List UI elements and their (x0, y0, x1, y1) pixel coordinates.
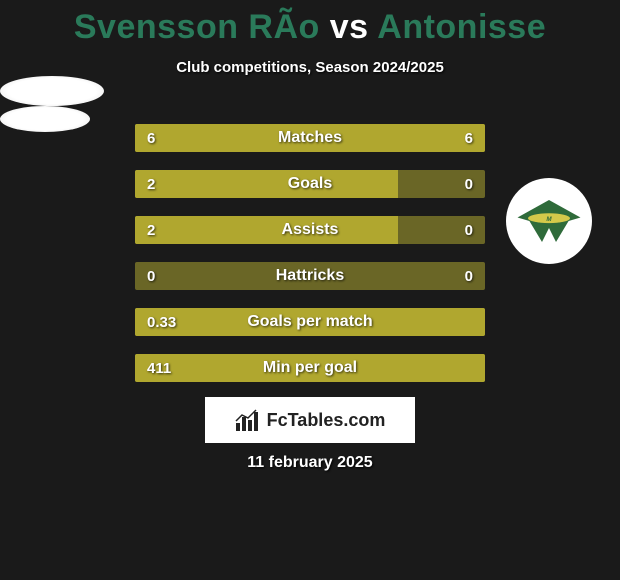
stat-row: Min per goal411 (135, 354, 485, 382)
date-label: 11 february 2025 (0, 454, 620, 472)
club-badge-icon: M (514, 191, 584, 251)
player1-name: Svensson RÃo (74, 8, 320, 46)
stat-value-right: 0 (465, 170, 473, 198)
stat-value-left: 0.33 (147, 308, 176, 336)
stat-value-right: 0 (465, 216, 473, 244)
stat-label: Goals (135, 170, 485, 198)
stat-row: Goals per match0.33 (135, 308, 485, 336)
stat-value-left: 2 (147, 170, 155, 198)
vs-text: vs (320, 8, 377, 46)
stat-label: Goals per match (135, 308, 485, 336)
player1-avatar-placeholder (0, 76, 104, 106)
stat-row: Assists2 0 (135, 216, 485, 244)
stat-label: Min per goal (135, 354, 485, 382)
brand-box[interactable]: FcTables.com (205, 397, 415, 443)
stat-value-left: 2 (147, 216, 155, 244)
stat-label: Hattricks (135, 262, 485, 290)
stat-label: Matches (135, 124, 485, 152)
stat-value-left: 0 (147, 262, 155, 290)
player2-name: Antonisse (377, 8, 546, 46)
svg-text:M: M (546, 216, 552, 223)
stat-row: Goals2 0 (135, 170, 485, 198)
stat-value-left: 411 (147, 354, 171, 382)
stat-row: Hattricks0 0 (135, 262, 485, 290)
stat-value-right: 0 (465, 262, 473, 290)
player1-club-placeholder (0, 106, 90, 132)
stat-value-right: 6 (465, 124, 473, 152)
stats-container: Matches66Goals20Assists20Hattricks00Goal… (135, 124, 485, 400)
stat-value-left: 6 (147, 124, 155, 152)
brand-chart-icon (235, 409, 261, 431)
subtitle: Club competitions, Season 2024/2025 (0, 59, 620, 76)
brand-label: FcTables.com (267, 410, 386, 431)
stat-row: Matches6 6 (135, 124, 485, 152)
player2-club-badge: M (506, 178, 592, 264)
stat-label: Assists (135, 216, 485, 244)
comparison-title: Svensson RÃo vs Antonisse (0, 0, 620, 47)
